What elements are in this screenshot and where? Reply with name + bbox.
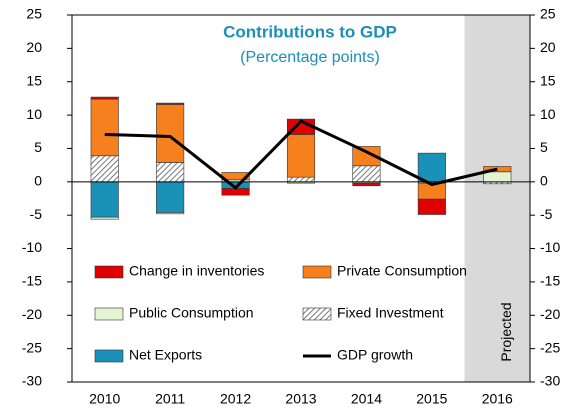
projected-region [464, 15, 530, 382]
x-tick-label: 2012 [220, 391, 251, 407]
y-tick-label: 0 [34, 173, 42, 189]
bar-segment [352, 182, 381, 187]
y2-tick-label: -5 [540, 206, 553, 222]
y-tick-label: 5 [34, 139, 42, 155]
y2-tick-label: 25 [540, 6, 556, 22]
bar-segment [90, 98, 119, 157]
bar-segment [352, 165, 381, 183]
y2-tick-label: 20 [540, 39, 556, 55]
chart-title: Contributions to GDP [223, 22, 397, 41]
bar-segment [352, 146, 381, 167]
bar-segment [156, 104, 185, 163]
y2-tick-label: -15 [540, 273, 560, 289]
bar-segment [286, 176, 316, 183]
x-tick-label: 2016 [482, 391, 513, 407]
bar-segment [90, 96, 119, 100]
bar-segment [483, 171, 512, 183]
x-tick-label: 2011 [155, 391, 185, 407]
legend-swatch [94, 265, 124, 279]
y2-tick-label: 0 [540, 173, 548, 189]
bar-segment [90, 216, 119, 220]
y2-tick-label: 5 [540, 139, 548, 155]
y-tick-label: -25 [22, 339, 42, 355]
legend-swatch [302, 307, 332, 321]
bar-segment [156, 162, 185, 183]
y2-tick-label: -20 [540, 306, 560, 322]
y-tick-label: 20 [26, 39, 42, 55]
legend-label: Private Consumption [337, 263, 467, 279]
legend-label: Public Consumption [129, 305, 254, 321]
y-tick-label: -10 [22, 239, 42, 255]
bar-segment [90, 181, 119, 218]
y-tick-label: -15 [22, 273, 42, 289]
bar-segment [417, 198, 446, 215]
legend-label: GDP growth [337, 347, 413, 363]
legend-label: Fixed Investment [337, 305, 444, 321]
y-tick-label: 15 [26, 72, 42, 88]
y-tick-label: -30 [22, 373, 42, 389]
y2-tick-label: 10 [540, 106, 556, 122]
bar-segment [417, 152, 446, 183]
x-tick-label: 2015 [416, 391, 447, 407]
projected-label: Projected [498, 302, 514, 361]
y2-tick-label: 15 [540, 72, 556, 88]
legend-label: Net Exports [129, 347, 202, 363]
y-tick-label: 25 [26, 6, 42, 22]
y-tick-label: -5 [30, 206, 43, 222]
x-tick-label: 2013 [285, 391, 316, 407]
y-tick-label: 10 [26, 106, 42, 122]
legend-label: Change in inventories [129, 263, 264, 279]
legend-swatch [302, 265, 332, 279]
y-tick-label: -20 [22, 306, 42, 322]
bar-segment [156, 212, 185, 215]
x-tick-label: 2010 [89, 391, 120, 407]
bar-segment [156, 102, 185, 105]
legend-swatch [94, 307, 124, 321]
chart-subtitle: (Percentage points) [240, 49, 380, 66]
bar-segment [286, 134, 316, 178]
plot-frame [71, 14, 531, 383]
y2-tick-label: -25 [540, 339, 560, 355]
line-series [104, 119, 498, 190]
x-tick-label: 2014 [351, 391, 382, 407]
y2-tick-label: -30 [540, 373, 560, 389]
bar-segment [90, 155, 119, 183]
legend-swatch [94, 349, 124, 363]
bar-segment [156, 181, 185, 213]
y2-tick-label: -10 [540, 239, 560, 255]
